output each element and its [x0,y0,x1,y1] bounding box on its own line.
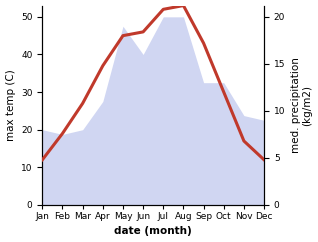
Y-axis label: med. precipitation
(kg/m2): med. precipitation (kg/m2) [291,57,313,153]
Y-axis label: max temp (C): max temp (C) [5,69,16,141]
X-axis label: date (month): date (month) [114,227,192,236]
